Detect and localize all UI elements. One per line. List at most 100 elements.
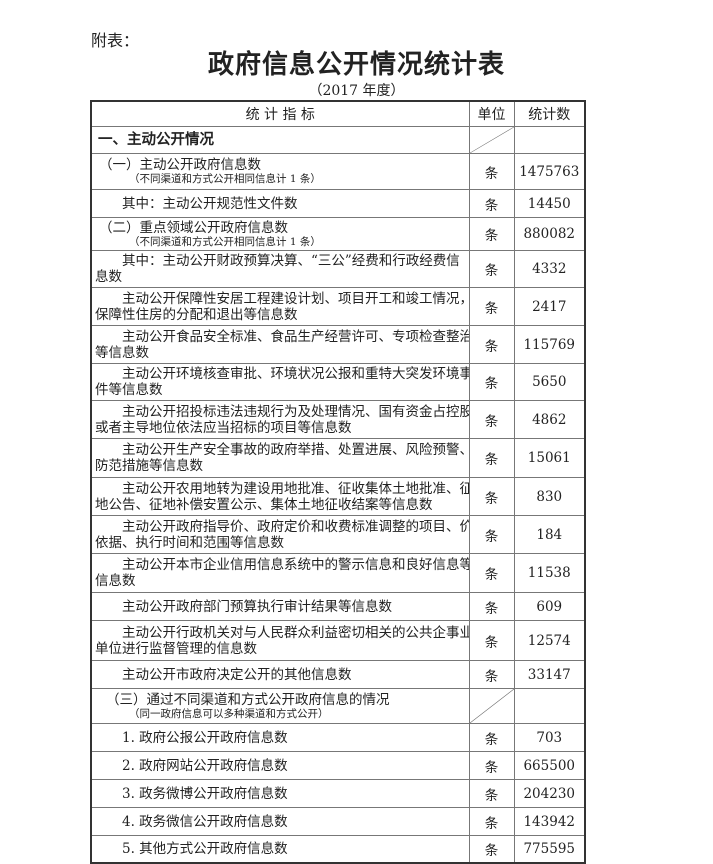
indicator-text: 主动公开保障性安居工程建设计划、项目开工和竣工情况， (122, 290, 469, 307)
count-cell: 2417 (513, 287, 586, 326)
table-row: 3. 政务微博公开政府信息数 条 204230 (90, 779, 586, 808)
indicator-text: 2. 政府网站公开政府信息数 (122, 757, 288, 774)
indicator-cell: （二）重点领域公开政府信息数 （不同渠道和方式公开相同信息计 1 条） (90, 217, 470, 251)
indicator-cell: 4. 政务微信公开政府信息数 (90, 807, 470, 836)
unit-cell: 条 (468, 400, 515, 439)
indicator-cell: 主动公开食品安全标准、食品生产经营许可、专项检查整治 等信息数 (90, 325, 470, 364)
indicator-text: 主动公开生产安全事故的政府举措、处置进展、风险预警、 (122, 442, 469, 458)
unit-cell: 条 (468, 153, 515, 190)
table-row: 主动公开招投标违法违规行为及处理情况、国有资金占控股 或者主导地位依法应当招标的项… (90, 400, 586, 439)
page-title: 政府信息公开情况统计表 (207, 50, 505, 80)
indicator-text: 或者主导地位依法应当招标的项目等信息数 (95, 419, 352, 436)
indicator-cell: 其中：主动公开财政预算决算、“三公”经费和行政经费信 息数 (90, 250, 470, 288)
unit-cell: 条 (468, 807, 515, 836)
indicator-note: （不同渠道和方式公开相同信息计 1 条） (129, 173, 321, 185)
count-cell: 204230 (513, 779, 586, 808)
indicator-text: 3. 政务微博公开政府信息数 (122, 785, 288, 802)
indicator-text: 一、主动公开情况 (98, 131, 214, 148)
indicator-cell: 主动公开农用地转为建设用地批准、征收集体土地批准、征 地公告、征地补偿安置公示、集… (90, 477, 470, 516)
indicator-cell: 主动公开政府指导价、政府定价和收费标准调整的项目、价格、 依据、执行时间和范围等信… (90, 515, 470, 554)
indicator-text: 主动公开政府部门预算执行审计结果等信息数 (122, 598, 392, 615)
indicator-text: 地公告、征地补偿安置公示、集体土地征收结案等信息数 (95, 496, 433, 513)
indicator-text: 5. 其他方式公开政府信息数 (122, 840, 288, 857)
table-row: 其中：主动公开规范性文件数 条 14450 (90, 189, 586, 218)
header-indicator: 统 计 指 标 (90, 100, 470, 127)
unit-cell: 条 (468, 217, 515, 251)
indicator-cell: 一、主动公开情况 (90, 126, 470, 154)
statistics-table: 统 计 指 标 单位 统计数 一、主动公开情况 （一）主动公开政府信息数 （不同渠道… (90, 100, 586, 864)
unit-cell: 条 (468, 515, 515, 554)
diagonal-slash (469, 127, 514, 153)
table-row: 一、主动公开情况 (90, 126, 586, 154)
indicator-cell: 主动公开生产安全事故的政府举措、处置进展、风险预警、 防范措施等信息数 (90, 438, 470, 478)
indicator-text: 等信息数 (95, 344, 149, 361)
count-cell: 4862 (513, 400, 586, 439)
table-row: 主动公开环境核查审批、环境状况公报和重特大突发环境事 件等信息数条 5650 (90, 363, 586, 401)
indicator-text: 主动公开政府指导价、政府定价和收费标准调整的项目、价格、 (122, 518, 469, 535)
table-row: 2. 政府网站公开政府信息数 条 665500 (90, 751, 586, 780)
indicator-text: 件等信息数 (95, 382, 163, 398)
count-cell (513, 688, 586, 724)
unit-cell: 条 (468, 477, 515, 516)
indicator-text: 主动公开农用地转为建设用地批准、征收集体土地批准、征 (122, 480, 469, 497)
table-row: 4. 政务微信公开政府信息数 条 143942 (90, 807, 586, 836)
unit-cell: 条 (468, 660, 515, 689)
table-row: 主动公开政府指导价、政府定价和收费标准调整的项目、价格、 依据、执行时间和范围等信… (90, 515, 586, 554)
indicator-cell: 主动公开保障性安居工程建设计划、项目开工和竣工情况， 保障性住房的分配和退出等信息… (90, 287, 470, 326)
count-cell (513, 126, 586, 154)
unit-cell: 条 (468, 723, 515, 752)
indicator-cell: 主动公开环境核查审批、环境状况公报和重特大突发环境事 件等信息数 (90, 363, 470, 401)
indicator-text: 息数 (95, 269, 122, 285)
unit-cell: 条 (468, 287, 515, 326)
indicator-text: （三）通过不同渠道和方式公开政府信息的情况 (106, 691, 390, 708)
unit-cell: 条 (468, 592, 515, 621)
count-cell: 143942 (513, 807, 586, 836)
table-row: （三）通过不同渠道和方式公开政府信息的情况 （同一政府信息可以多种渠道和方式公开） (90, 688, 586, 724)
count-cell: 15061 (513, 438, 586, 478)
unit-cell (468, 688, 515, 724)
unit-cell: 条 (468, 751, 515, 780)
unit-cell: 条 (468, 363, 515, 401)
indicator-text: 其中：主动公开规范性文件数 (122, 195, 298, 212)
unit-cell: 条 (468, 250, 515, 288)
indicator-cell: 主动公开政府部门预算执行审计结果等信息数 (90, 592, 470, 621)
indicator-note: （同一政府信息可以多种渠道和方式公开） (129, 707, 329, 720)
indicator-cell: 主动公开行政机关对与人民群众利益密切相关的公共企事业 单位进行监督管理的信息数 (90, 620, 470, 661)
unit-cell: 条 (468, 553, 515, 593)
count-cell: 1475763 (513, 153, 586, 190)
count-cell: 665500 (513, 751, 586, 780)
table-row: 主动公开保障性安居工程建设计划、项目开工和竣工情况， 保障性住房的分配和退出等信息… (90, 287, 586, 326)
header-count: 统计数 (513, 100, 586, 127)
unit-cell: 条 (468, 620, 515, 661)
header-unit: 单位 (468, 100, 515, 127)
indicator-text: 主动公开环境核查审批、环境状况公报和重特大突发环境事 (122, 366, 469, 382)
count-cell: 609 (513, 592, 586, 621)
count-cell: 12574 (513, 620, 586, 661)
count-cell: 703 (513, 723, 586, 752)
unit-cell (468, 126, 515, 154)
indicator-text: 单位进行监督管理的信息数 (95, 640, 257, 657)
table-row: 1. 政府公报公开政府信息数 条 703 (90, 723, 586, 752)
unit-cell: 条 (468, 835, 515, 863)
unit-cell: 条 (468, 189, 515, 218)
indicator-cell: （一）主动公开政府信息数 （不同渠道和方式公开相同信息计 1 条） (90, 153, 470, 190)
indicator-text: 其中：主动公开财政预算决算、“三公”经费和行政经费信 (122, 253, 460, 269)
table-row: 主动公开市政府决定公开的其他信息数 条 33147 (90, 660, 586, 689)
indicator-cell: 主动公开招投标违法违规行为及处理情况、国有资金占控股 或者主导地位依法应当招标的项… (90, 400, 470, 439)
indicator-text: 主动公开市政府决定公开的其他信息数 (122, 666, 352, 683)
table-row: 主动公开行政机关对与人民群众利益密切相关的公共企事业 单位进行监督管理的信息数条 1… (90, 620, 586, 661)
indicator-text: 1. 政府公报公开政府信息数 (122, 729, 288, 746)
indicator-cell: 主动公开市政府决定公开的其他信息数 (90, 660, 470, 689)
table-row: 主动公开生产安全事故的政府举措、处置进展、风险预警、 防范措施等信息数条 15061 (90, 438, 586, 478)
indicator-cell: 主动公开本市企业信用信息系统中的警示信息和良好信息等 信息数 (90, 553, 470, 593)
unit-cell: 条 (468, 779, 515, 808)
count-cell: 830 (513, 477, 586, 516)
page-subtitle: （2017 年度） (308, 83, 405, 99)
table-row: 主动公开本市企业信用信息系统中的警示信息和良好信息等 信息数条 11538 (90, 553, 586, 593)
indicator-text: 保障性住房的分配和退出等信息数 (95, 306, 298, 323)
indicator-text: 依据、执行时间和范围等信息数 (95, 534, 284, 551)
table-row: 其中：主动公开财政预算决算、“三公”经费和行政经费信 息数条 4332 (90, 250, 586, 288)
count-cell: 33147 (513, 660, 586, 689)
table-row: （二）重点领域公开政府信息数 （不同渠道和方式公开相同信息计 1 条）条 88008… (90, 217, 586, 251)
diagonal-slash (469, 689, 514, 723)
